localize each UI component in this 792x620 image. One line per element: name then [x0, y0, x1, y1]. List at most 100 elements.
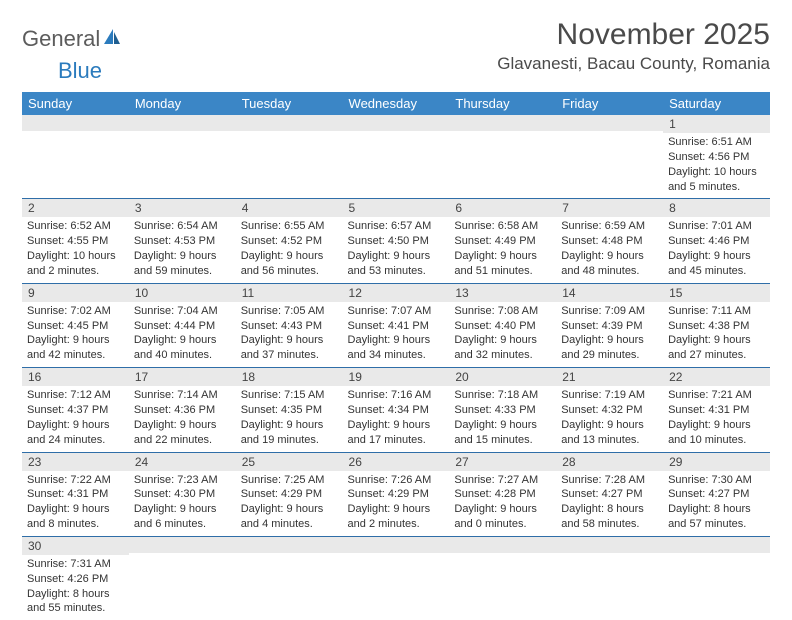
calendar-week-row: 9Sunrise: 7:02 AMSunset: 4:45 PMDaylight…	[22, 283, 770, 367]
day-detail-line: Sunset: 4:32 PM	[561, 403, 658, 418]
day-detail-line: Sunset: 4:44 PM	[134, 319, 231, 334]
day-details: Sunrise: 7:01 AMSunset: 4:46 PMDaylight:…	[663, 217, 770, 282]
calendar-day-cell: 8Sunrise: 7:01 AMSunset: 4:46 PMDaylight…	[663, 199, 770, 283]
day-number: 28	[556, 453, 663, 471]
day-detail-line: and 56 minutes.	[241, 264, 338, 279]
day-details: Sunrise: 7:16 AMSunset: 4:34 PMDaylight:…	[343, 386, 450, 451]
day-detail-line: Daylight: 9 hours	[134, 502, 231, 517]
day-detail-line: Daylight: 9 hours	[454, 333, 551, 348]
day-detail-line: Daylight: 9 hours	[668, 333, 765, 348]
day-detail-line: Daylight: 9 hours	[241, 418, 338, 433]
day-detail-line: Sunrise: 7:26 AM	[348, 473, 445, 488]
day-detail-line: and 59 minutes.	[134, 264, 231, 279]
day-detail-line: Daylight: 9 hours	[348, 249, 445, 264]
day-number: 30	[22, 537, 129, 555]
day-number: 20	[449, 368, 556, 386]
day-detail-line: Sunset: 4:46 PM	[668, 234, 765, 249]
day-details: Sunrise: 6:59 AMSunset: 4:48 PMDaylight:…	[556, 217, 663, 282]
day-number: 8	[663, 199, 770, 217]
day-detail-line: Sunset: 4:43 PM	[241, 319, 338, 334]
day-number: 15	[663, 284, 770, 302]
calendar-day-cell: 4Sunrise: 6:55 AMSunset: 4:52 PMDaylight…	[236, 199, 343, 283]
day-number: 5	[343, 199, 450, 217]
day-detail-line: Daylight: 9 hours	[27, 418, 124, 433]
calendar-day-cell	[556, 115, 663, 199]
day-detail-line: and 55 minutes.	[27, 601, 124, 616]
day-number: 13	[449, 284, 556, 302]
day-detail-line: Sunrise: 7:19 AM	[561, 388, 658, 403]
day-details: Sunrise: 7:05 AMSunset: 4:43 PMDaylight:…	[236, 302, 343, 367]
day-number: 4	[236, 199, 343, 217]
day-details: Sunrise: 6:57 AMSunset: 4:50 PMDaylight:…	[343, 217, 450, 282]
day-detail-line: Daylight: 9 hours	[134, 249, 231, 264]
day-details: Sunrise: 7:15 AMSunset: 4:35 PMDaylight:…	[236, 386, 343, 451]
day-detail-line: Sunrise: 7:14 AM	[134, 388, 231, 403]
calendar-day-cell: 12Sunrise: 7:07 AMSunset: 4:41 PMDayligh…	[343, 283, 450, 367]
day-detail-line: and 6 minutes.	[134, 517, 231, 532]
day-detail-line: Sunrise: 7:21 AM	[668, 388, 765, 403]
day-detail-line: and 4 minutes.	[241, 517, 338, 532]
calendar-week-row: 30Sunrise: 7:31 AMSunset: 4:26 PMDayligh…	[22, 536, 770, 620]
day-detail-line: Daylight: 9 hours	[348, 418, 445, 433]
day-detail-line: and 45 minutes.	[668, 264, 765, 279]
day-detail-line: Daylight: 9 hours	[668, 249, 765, 264]
day-details: Sunrise: 7:23 AMSunset: 4:30 PMDaylight:…	[129, 471, 236, 536]
day-number: 26	[343, 453, 450, 471]
calendar-day-cell: 22Sunrise: 7:21 AMSunset: 4:31 PMDayligh…	[663, 368, 770, 452]
day-detail-line: Daylight: 8 hours	[561, 502, 658, 517]
day-detail-line: and 58 minutes.	[561, 517, 658, 532]
day-detail-line: Sunset: 4:36 PM	[134, 403, 231, 418]
day-number: 16	[22, 368, 129, 386]
day-detail-line: and 37 minutes.	[241, 348, 338, 363]
day-number: 21	[556, 368, 663, 386]
calendar-day-cell: 9Sunrise: 7:02 AMSunset: 4:45 PMDaylight…	[22, 283, 129, 367]
day-detail-line: Sunrise: 6:58 AM	[454, 219, 551, 234]
calendar-day-cell	[22, 115, 129, 199]
weekday-header-row: Sunday Monday Tuesday Wednesday Thursday…	[22, 92, 770, 115]
day-detail-line: Sunset: 4:40 PM	[454, 319, 551, 334]
day-number: 24	[129, 453, 236, 471]
day-number: 18	[236, 368, 343, 386]
day-detail-line: Daylight: 9 hours	[348, 502, 445, 517]
calendar-day-cell: 16Sunrise: 7:12 AMSunset: 4:37 PMDayligh…	[22, 368, 129, 452]
day-detail-line: and 2 minutes.	[348, 517, 445, 532]
day-number: 22	[663, 368, 770, 386]
day-detail-line: Sunrise: 7:05 AM	[241, 304, 338, 319]
day-details: Sunrise: 7:11 AMSunset: 4:38 PMDaylight:…	[663, 302, 770, 367]
day-detail-line: Sunrise: 7:04 AM	[134, 304, 231, 319]
calendar-day-cell: 1Sunrise: 6:51 AMSunset: 4:56 PMDaylight…	[663, 115, 770, 199]
calendar-day-cell	[663, 536, 770, 620]
day-detail-line: Sunrise: 6:57 AM	[348, 219, 445, 234]
empty-day-number	[22, 115, 129, 131]
weekday-header: Saturday	[663, 92, 770, 115]
day-detail-line: and 51 minutes.	[454, 264, 551, 279]
calendar-day-cell	[236, 115, 343, 199]
day-details: Sunrise: 7:19 AMSunset: 4:32 PMDaylight:…	[556, 386, 663, 451]
day-detail-line: Sunset: 4:37 PM	[27, 403, 124, 418]
day-number: 2	[22, 199, 129, 217]
calendar-day-cell	[449, 115, 556, 199]
empty-day-number	[236, 537, 343, 553]
day-detail-line: Sunrise: 6:59 AM	[561, 219, 658, 234]
empty-day-number	[663, 537, 770, 553]
logo-word2: Blue	[22, 58, 102, 83]
day-details: Sunrise: 6:55 AMSunset: 4:52 PMDaylight:…	[236, 217, 343, 282]
day-detail-line: and 34 minutes.	[348, 348, 445, 363]
day-details: Sunrise: 7:21 AMSunset: 4:31 PMDaylight:…	[663, 386, 770, 451]
day-detail-line: and 57 minutes.	[668, 517, 765, 532]
day-detail-line: Sunset: 4:27 PM	[561, 487, 658, 502]
month-title: November 2025	[497, 18, 770, 52]
empty-day-number	[343, 537, 450, 553]
day-detail-line: Daylight: 10 hours	[27, 249, 124, 264]
calendar-day-cell	[129, 536, 236, 620]
day-detail-line: and 8 minutes.	[27, 517, 124, 532]
day-detail-line: and 5 minutes.	[668, 180, 765, 195]
day-number: 1	[663, 115, 770, 133]
day-detail-line: Daylight: 9 hours	[561, 333, 658, 348]
day-details: Sunrise: 6:51 AMSunset: 4:56 PMDaylight:…	[663, 133, 770, 198]
calendar-day-cell: 18Sunrise: 7:15 AMSunset: 4:35 PMDayligh…	[236, 368, 343, 452]
calendar-week-row: 2Sunrise: 6:52 AMSunset: 4:55 PMDaylight…	[22, 199, 770, 283]
day-detail-line: Sunrise: 7:11 AM	[668, 304, 765, 319]
weekday-header: Wednesday	[343, 92, 450, 115]
day-detail-line: Daylight: 9 hours	[348, 333, 445, 348]
